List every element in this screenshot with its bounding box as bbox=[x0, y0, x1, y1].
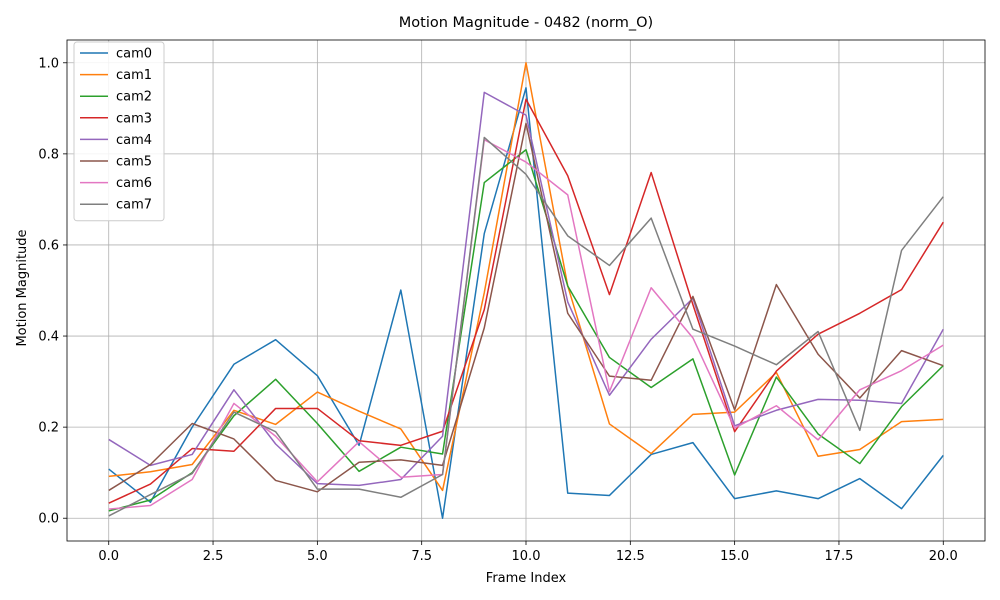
series-line-cam5 bbox=[108, 122, 944, 493]
legend-label-cam0: cam0 bbox=[116, 47, 152, 62]
y-tick-label: 0.8 bbox=[38, 147, 59, 162]
y-axis-title: Motion Magnitude bbox=[15, 229, 30, 346]
series-line-cam6 bbox=[108, 138, 944, 510]
legend: cam0 cam1 cam2 cam3 cam4 cam5 cam6 cam7 bbox=[73, 41, 165, 222]
legend-label-cam2: cam2 bbox=[116, 90, 152, 105]
legend-label-cam7: cam7 bbox=[116, 198, 152, 213]
x-tick-label: 2.5 bbox=[203, 549, 224, 564]
chart-title: Motion Magnitude - 0482 (norm_O) bbox=[399, 15, 653, 31]
legend-label-cam6: cam6 bbox=[116, 176, 152, 191]
y-axis-ticks: 0.0 0.2 0.4 0.6 0.8 1.0 bbox=[38, 56, 67, 527]
legend-label-cam3: cam3 bbox=[116, 111, 152, 126]
series-line-cam7 bbox=[108, 136, 944, 517]
series-line-cam4 bbox=[108, 91, 944, 487]
y-tick-label: 0.6 bbox=[38, 238, 59, 253]
x-tick-label: 7.5 bbox=[411, 549, 432, 564]
series-line-cam2 bbox=[108, 149, 944, 512]
legend-label-cam5: cam5 bbox=[116, 155, 152, 170]
x-tick-label: 12.5 bbox=[616, 549, 645, 564]
legend-box bbox=[73, 41, 165, 222]
y-tick-label: 1.0 bbox=[38, 56, 59, 71]
x-axis-title: Frame Index bbox=[486, 571, 567, 586]
series-line-cam3 bbox=[108, 98, 944, 504]
x-axis-ticks: 0.0 2.5 5.0 7.5 10.0 12.5 15.0 17.5 20.0 bbox=[98, 541, 958, 564]
x-tick-label: 17.5 bbox=[824, 549, 853, 564]
series-line-cam0 bbox=[108, 87, 944, 519]
x-tick-label: 0.0 bbox=[98, 549, 119, 564]
plot-area: 0.0 2.5 5.0 7.5 10.0 12.5 15.0 17.5 20.00.00.20.… bbox=[38, 39, 986, 564]
y-tick-label: 0.0 bbox=[38, 512, 59, 527]
y-tick-label: 0.2 bbox=[38, 421, 59, 436]
series-lines bbox=[108, 62, 944, 519]
x-tick-label: 10.0 bbox=[512, 549, 541, 564]
x-tick-label: 15.0 bbox=[720, 549, 749, 564]
legend-label-cam4: cam4 bbox=[116, 133, 152, 148]
x-tick-label: 5.0 bbox=[307, 549, 328, 564]
x-tick-label: 20.0 bbox=[929, 549, 958, 564]
y-tick-label: 0.4 bbox=[38, 330, 59, 345]
legend-label-cam1: cam1 bbox=[116, 68, 152, 83]
